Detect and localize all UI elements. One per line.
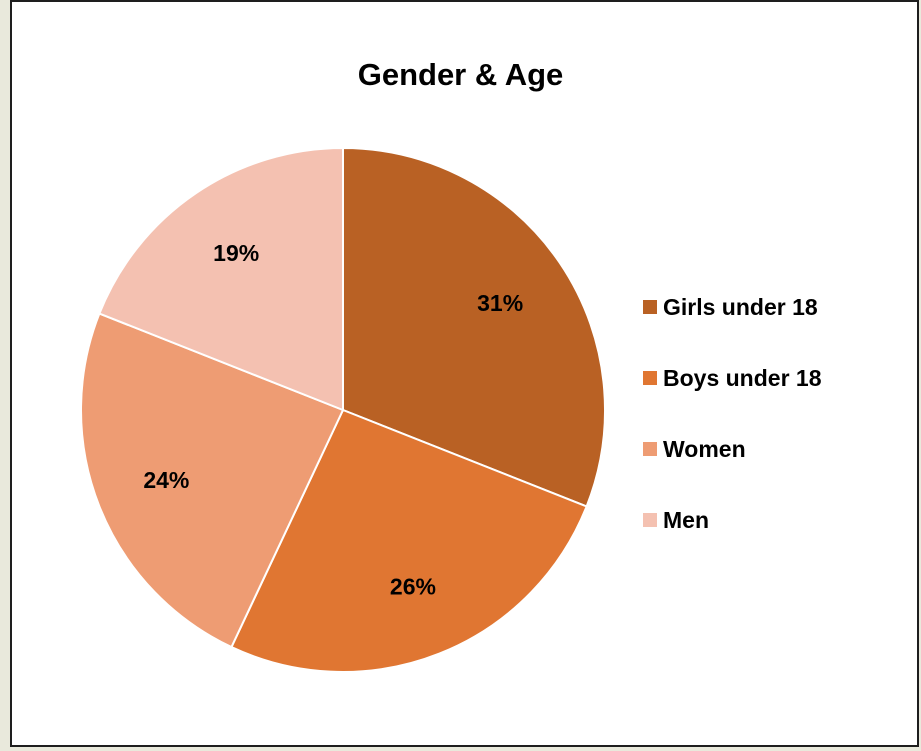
legend-label: Men — [663, 506, 709, 533]
slice-data-label: 26% — [390, 574, 436, 600]
legend-item: Girls under 18 — [643, 290, 822, 324]
legend-item: Men — [643, 503, 822, 537]
legend-swatch — [643, 513, 657, 527]
legend-item: Boys under 18 — [643, 361, 822, 395]
legend-item: Women — [643, 432, 822, 466]
pie-slice — [230, 408, 588, 673]
legend-swatch — [643, 371, 657, 385]
slice-data-label: 31% — [477, 290, 523, 316]
pie-slice — [98, 146, 344, 412]
slice-data-label: 24% — [143, 467, 189, 493]
legend-label: Boys under 18 — [663, 364, 822, 391]
legend-swatch — [643, 442, 657, 456]
legend-swatch — [643, 300, 657, 314]
legend-label: Girls under 18 — [663, 293, 818, 320]
legend-label: Women — [663, 435, 746, 462]
legend: Girls under 18 Boys under 18 Women Men — [643, 290, 822, 574]
slice-data-label: 19% — [213, 240, 259, 266]
chart-title: Gender & Age — [357, 57, 564, 92]
pie-slice — [80, 312, 345, 649]
pie-slice — [342, 146, 606, 508]
